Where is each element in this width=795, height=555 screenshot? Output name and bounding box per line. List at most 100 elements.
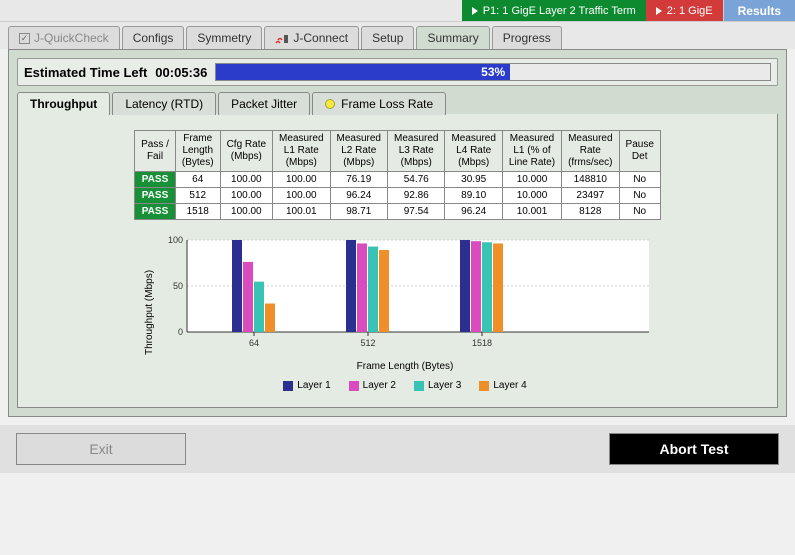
estimated-time-row: Estimated Time Left 00:05:36 53%	[17, 58, 778, 86]
content-frame: Estimated Time Left 00:05:36 53% Through…	[8, 49, 787, 417]
tab-summary[interactable]: Summary	[416, 26, 489, 49]
table-cell: No	[619, 204, 660, 220]
table-header: MeasuredL1 Rate(Mbps)	[273, 131, 330, 172]
sub-tab-packet-jitter[interactable]: Packet Jitter	[218, 92, 310, 115]
table-cell: 76.19	[330, 172, 387, 188]
legend-label: Layer 2	[363, 380, 396, 391]
legend-item: Layer 3	[414, 380, 461, 391]
table-header: MeasuredL3 Rate(Mbps)	[387, 131, 444, 172]
table-header: MeasuredL2 Rate(Mbps)	[330, 131, 387, 172]
port2-text: 2: 1 GigE	[667, 5, 713, 17]
exit-button[interactable]: Exit	[16, 433, 186, 465]
table-cell: 30.95	[445, 172, 502, 188]
table-header: MeasuredRate(frms/sec)	[562, 131, 619, 172]
progress-bar: 53%	[215, 63, 771, 81]
sub-tab-label: Latency (RTD)	[125, 97, 203, 111]
throughput-table: Pass /FailFrameLength(Bytes)Cfg Rate(Mbp…	[134, 130, 661, 220]
svg-text:1518: 1518	[472, 338, 492, 348]
svg-text:64: 64	[249, 338, 259, 348]
legend-item: Layer 2	[349, 380, 396, 391]
table-cell: 10.000	[502, 172, 561, 188]
sub-tab-label: Frame Loss Rate	[341, 97, 433, 111]
table-cell: 148810	[562, 172, 619, 188]
table-row: PASS1518100.00100.0198.7197.5496.2410.00…	[135, 204, 661, 220]
tab-progress[interactable]: Progress	[492, 26, 562, 49]
table-cell: 100.00	[273, 188, 330, 204]
chart-y-label: Throughput (Mbps)	[140, 234, 155, 391]
port1-text: P1: 1 GigE Layer 2 Traffic Term	[483, 5, 636, 17]
table-header: MeasuredL4 Rate(Mbps)	[445, 131, 502, 172]
table-cell: 96.24	[330, 188, 387, 204]
table-cell: 100.00	[220, 204, 272, 220]
sub-tab-label: Throughput	[30, 97, 97, 111]
table-cell: 1518	[175, 204, 220, 220]
sub-tab-latency-rtd-[interactable]: Latency (RTD)	[112, 92, 216, 115]
tab-label: J-QuickCheck	[34, 31, 109, 45]
table-cell: No	[619, 188, 660, 204]
table-cell: 100.00	[273, 172, 330, 188]
checkbox-icon: ✓	[19, 33, 30, 44]
tab-label: Summary	[427, 31, 478, 45]
table-cell: 10.001	[502, 204, 561, 220]
table-row: PASS64100.00100.0076.1954.7630.9510.0001…	[135, 172, 661, 188]
footer-bar: Exit Abort Test	[0, 425, 795, 473]
estimated-time-label: Estimated Time Left	[24, 65, 147, 80]
legend-swatch	[283, 381, 293, 391]
main-tab-bar: ✓ J-QuickCheck Configs Symmetry J-Connect Set…	[0, 22, 795, 49]
abort-test-button[interactable]: Abort Test	[609, 433, 779, 465]
table-cell: No	[619, 172, 660, 188]
legend-item: Layer 1	[283, 380, 330, 391]
tab-j-quickcheck[interactable]: ✓ J-QuickCheck	[8, 26, 120, 49]
estimated-time-value: 00:05:36	[155, 65, 207, 80]
tab-setup[interactable]: Setup	[361, 26, 414, 49]
progress-percent: 53%	[481, 65, 505, 79]
table-cell: 23497	[562, 188, 619, 204]
sub-tab-frame-loss-rate[interactable]: Frame Loss Rate	[312, 92, 446, 115]
table-cell: 97.54	[387, 204, 444, 220]
signal-icon	[275, 32, 289, 44]
tab-configs[interactable]: Configs	[122, 26, 185, 49]
status-dot-icon	[325, 99, 335, 109]
table-cell: 96.24	[445, 204, 502, 220]
chart-wrap: Throughput (Mbps) 050100645121518 Frame …	[46, 234, 749, 391]
table-cell: 10.000	[502, 188, 561, 204]
table-cell: PASS	[135, 188, 176, 204]
chart-x-label: Frame Length (Bytes)	[155, 361, 655, 372]
table-cell: 100.00	[220, 172, 272, 188]
legend-label: Layer 1	[297, 380, 330, 391]
table-row: PASS512100.00100.0096.2492.8689.1010.000…	[135, 188, 661, 204]
table-header: Pass /Fail	[135, 131, 176, 172]
tab-j-connect[interactable]: J-Connect	[264, 26, 359, 49]
table-cell: 8128	[562, 204, 619, 220]
legend-label: Layer 4	[493, 380, 526, 391]
table-cell: 92.86	[387, 188, 444, 204]
tab-symmetry[interactable]: Symmetry	[186, 26, 262, 49]
top-status-bar: P1: 1 GigE Layer 2 Traffic Term 2: 1 Gig…	[0, 0, 795, 22]
tab-label: Symmetry	[197, 31, 251, 45]
sub-tab-throughput[interactable]: Throughput	[17, 92, 110, 115]
table-header: MeasuredL1 (% ofLine Rate)	[502, 131, 561, 172]
table-cell: 64	[175, 172, 220, 188]
sub-tab-bar: Throughput Latency (RTD) Packet Jitter Fram…	[17, 92, 778, 115]
chart-legend: Layer 1 Layer 2 Layer 3 Layer 4	[155, 380, 655, 391]
throughput-chart: 050100645121518	[155, 234, 655, 354]
results-button[interactable]: Results	[723, 0, 795, 21]
table-cell: PASS	[135, 204, 176, 220]
port1-status: P1: 1 GigE Layer 2 Traffic Term	[462, 0, 646, 21]
tab-label: Progress	[503, 31, 551, 45]
table-cell: 89.10	[445, 188, 502, 204]
table-header: FrameLength(Bytes)	[175, 131, 220, 172]
table-cell: 512	[175, 188, 220, 204]
svg-text:512: 512	[360, 338, 375, 348]
table-header: Cfg Rate(Mbps)	[220, 131, 272, 172]
legend-label: Layer 3	[428, 380, 461, 391]
legend-swatch	[349, 381, 359, 391]
port2-status: 2: 1 GigE	[646, 0, 723, 21]
table-cell: 100.01	[273, 204, 330, 220]
svg-text:100: 100	[168, 235, 183, 245]
svg-text:50: 50	[173, 281, 183, 291]
table-cell: PASS	[135, 172, 176, 188]
tab-label: Setup	[372, 31, 403, 45]
table-cell: 98.71	[330, 204, 387, 220]
table-cell: 54.76	[387, 172, 444, 188]
